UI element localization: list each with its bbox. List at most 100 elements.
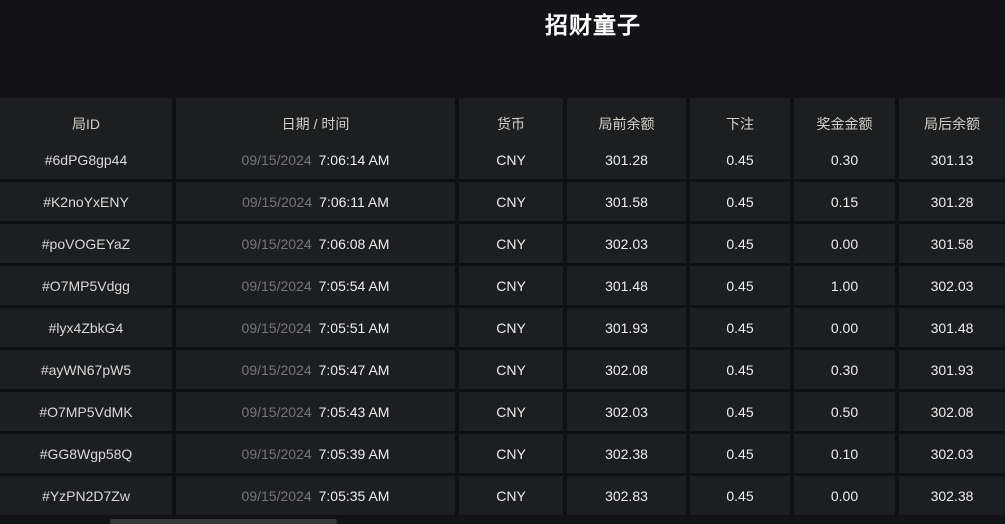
bet-cell: 0.45 <box>690 140 790 179</box>
bet-cell: 0.45 <box>690 476 790 515</box>
balance-before-cell: 301.28 <box>567 140 686 179</box>
balance-before-cell: 301.58 <box>567 182 686 221</box>
prize-cell: 0.50 <box>794 392 895 431</box>
round-id: #6dPG8gp44 <box>44 151 128 168</box>
date-value: 09/15/2024 <box>241 361 312 378</box>
round-id-cell: #6dPG8gp44 <box>0 140 172 179</box>
time-value: 7:05:51 AM <box>318 319 390 336</box>
balance-after-cell: 301.13 <box>899 140 1005 179</box>
balance-after-cell: 302.08 <box>899 392 1005 431</box>
currency-cell: CNY <box>459 224 563 263</box>
round-id: #K2noYxENY <box>43 193 129 210</box>
round-id-cell: #lyx4ZbkG4 <box>0 308 172 347</box>
horizontal-scrollbar-thumb[interactable] <box>110 519 337 524</box>
currency-value: CNY <box>496 361 526 378</box>
datetime-cell: 09/15/2024 7:06:14 AM <box>176 140 455 179</box>
page-title: 招财童子 <box>545 12 641 38</box>
balance-before-value: 301.28 <box>605 151 648 168</box>
bet-cell: 0.45 <box>690 224 790 263</box>
currency-value: CNY <box>496 403 526 420</box>
bet-cell: 0.45 <box>690 308 790 347</box>
prize-value: 0.15 <box>830 193 859 210</box>
date-value: 09/15/2024 <box>241 403 312 420</box>
balance-before-value: 301.58 <box>605 193 648 210</box>
round-id: #ayWN67pW5 <box>40 361 132 378</box>
currency-cell: CNY <box>459 434 563 473</box>
balance-before-cell: 302.03 <box>567 224 686 263</box>
date-value: 09/15/2024 <box>241 235 312 252</box>
balance-after-value: 301.13 <box>930 151 974 168</box>
balance-after-value: 301.93 <box>930 361 974 378</box>
round-id-cell: #YzPN2D7Zw <box>0 476 172 515</box>
prize-cell: 0.30 <box>794 140 895 179</box>
balance-after-cell: 301.58 <box>899 224 1005 263</box>
date-value: 09/15/2024 <box>241 487 312 504</box>
balance-after-value: 302.03 <box>930 277 974 294</box>
balance-after-value: 301.28 <box>930 193 974 210</box>
prize-value: 0.10 <box>830 445 859 462</box>
time-value: 7:06:08 AM <box>318 235 390 252</box>
bet-cell: 0.45 <box>690 392 790 431</box>
balance-before-value: 302.08 <box>605 361 648 378</box>
history-table: 局ID 日期 / 时间 货币 局前余额 下注 奖金金额 局后余额 #6dPG8gp44 09… <box>0 98 1005 524</box>
balance-after-value: 302.03 <box>930 445 974 462</box>
balance-before-cell: 302.08 <box>567 350 686 389</box>
bet-value: 0.45 <box>726 319 754 336</box>
currency-cell: CNY <box>459 476 563 515</box>
balance-before-cell: 301.93 <box>567 308 686 347</box>
balance-after-cell: 301.28 <box>899 182 1005 221</box>
time-value: 7:05:39 AM <box>318 445 390 462</box>
currency-value: CNY <box>496 235 526 252</box>
round-id: #O7MP5VdMK <box>39 403 133 420</box>
balance-after-cell: 301.93 <box>899 350 1005 389</box>
horizontal-scrollbar-track[interactable] <box>0 519 1005 524</box>
bet-value: 0.45 <box>726 235 754 252</box>
balance-after-value: 301.48 <box>930 319 974 336</box>
bet-cell: 0.45 <box>690 266 790 305</box>
bet-value: 0.45 <box>726 151 754 168</box>
currency-value: CNY <box>496 193 526 210</box>
balance-before-value: 302.38 <box>605 445 648 462</box>
balance-after-cell: 301.48 <box>899 308 1005 347</box>
date-value: 09/15/2024 <box>241 445 312 462</box>
prize-cell: 1.00 <box>794 266 895 305</box>
datetime-cell: 09/15/2024 7:05:51 AM <box>176 308 455 347</box>
bet-value: 0.45 <box>726 403 754 420</box>
prize-cell: 0.00 <box>794 224 895 263</box>
round-id-cell: #K2noYxENY <box>0 182 172 221</box>
prize-cell: 0.15 <box>794 182 895 221</box>
currency-value: CNY <box>496 277 526 294</box>
balance-after-value: 302.08 <box>930 403 974 420</box>
date-value: 09/15/2024 <box>241 151 312 168</box>
prize-value: 0.00 <box>830 487 859 504</box>
datetime-cell: 09/15/2024 7:05:39 AM <box>176 434 455 473</box>
prize-value: 0.00 <box>830 319 859 336</box>
bet-cell: 0.45 <box>690 350 790 389</box>
balance-after-cell: 302.03 <box>899 434 1005 473</box>
prize-value: 0.30 <box>830 361 859 378</box>
datetime-cell: 09/15/2024 7:06:08 AM <box>176 224 455 263</box>
balance-after-cell: 302.03 <box>899 266 1005 305</box>
bet-value: 0.45 <box>726 445 754 462</box>
bet-cell: 0.45 <box>690 434 790 473</box>
balance-after-value: 301.58 <box>930 235 974 252</box>
balance-after-value: 302.38 <box>930 487 974 504</box>
prize-cell: 0.00 <box>794 476 895 515</box>
balance-before-cell: 302.38 <box>567 434 686 473</box>
datetime-cell: 09/15/2024 7:05:43 AM <box>176 392 455 431</box>
currency-cell: CNY <box>459 392 563 431</box>
time-value: 7:06:11 AM <box>319 193 389 210</box>
round-id: #poVOGEYaZ <box>41 235 131 252</box>
round-id-cell: #ayWN67pW5 <box>0 350 172 389</box>
round-id-cell: #poVOGEYaZ <box>0 224 172 263</box>
prize-value: 0.30 <box>830 151 859 168</box>
currency-value: CNY <box>496 319 526 336</box>
round-id-cell: #O7MP5Vdgg <box>0 266 172 305</box>
time-value: 7:06:14 AM <box>318 151 390 168</box>
balance-before-value: 301.93 <box>605 319 648 336</box>
prize-cell: 0.00 <box>794 308 895 347</box>
prize-value: 0.00 <box>830 235 859 252</box>
round-id: #O7MP5Vdgg <box>42 277 130 294</box>
currency-value: CNY <box>496 151 526 168</box>
history-table-grid: 局ID 日期 / 时间 货币 局前余额 下注 奖金金额 局后余额 #6dPG8gp44 09… <box>0 98 1005 515</box>
